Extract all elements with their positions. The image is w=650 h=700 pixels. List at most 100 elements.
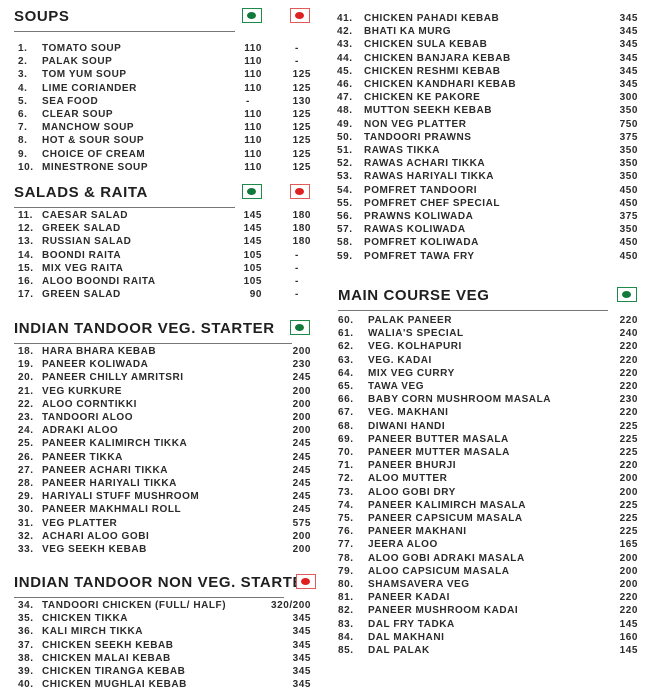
- item-name: VEG. MAKHANI: [368, 407, 449, 419]
- item-price: 245: [292, 372, 311, 384]
- veg-price: 110: [244, 148, 262, 160]
- item-number: 34.: [18, 600, 34, 611]
- item-number: 71.: [338, 460, 354, 472]
- section-title: MAIN COURSE VEG: [338, 287, 490, 304]
- item-name: ALOO BOONDI RAITA: [42, 276, 156, 287]
- item-name: CHICKEN BANJARA KEBAB: [364, 52, 511, 64]
- item-number: 17.: [18, 289, 34, 301]
- nonveg-dot-icon: [295, 11, 304, 19]
- item-price: 220: [619, 341, 638, 353]
- veg-price: -: [246, 95, 250, 107]
- item-name: PANEER KALIMIRCH MASALA: [368, 499, 527, 511]
- section-title: INDIAN TANDOOR NON VEG. STARTER: [14, 574, 315, 591]
- item-number: 1.: [18, 43, 28, 54]
- item-name: RUSSIAN SALAD: [42, 236, 132, 248]
- item-price: 220: [619, 381, 638, 392]
- item-price: 165: [619, 539, 638, 551]
- item-number: 14.: [18, 249, 34, 261]
- item-number: 62.: [338, 341, 354, 353]
- item-name: CHICKEN MALAI KEBAB: [42, 652, 171, 664]
- item-number: 73.: [338, 486, 354, 498]
- item-name: VEG PLATTER: [42, 517, 118, 529]
- item-number: 68.: [338, 420, 354, 432]
- item-price: 245: [292, 464, 311, 476]
- item-price: 750: [619, 118, 638, 130]
- item-name: ACHARI ALOO GOBI: [42, 530, 150, 542]
- item-name: PANEER ACHARI TIKKA: [42, 464, 169, 476]
- item-number: 76.: [338, 526, 354, 538]
- item-name: SEA FOOD: [42, 95, 99, 107]
- item-number: 45.: [337, 65, 353, 77]
- item-name: PANEER MAKHANI: [368, 526, 467, 538]
- nonveg-price: -: [295, 289, 299, 301]
- item-number: 70.: [338, 447, 354, 458]
- item-name: PANEER BHURJI: [368, 460, 457, 472]
- item-price: 450: [619, 184, 638, 196]
- item-number: 82.: [338, 605, 354, 617]
- item-name: PANEER KADAI: [368, 592, 450, 604]
- nonveg-symbol-icon: [296, 574, 316, 589]
- veg-price: 110: [244, 135, 262, 147]
- item-name: CHICKEN PAHADI KEBAB: [364, 13, 500, 24]
- item-name: POMFRET TANDOORI: [364, 184, 478, 196]
- veg-price: 145: [243, 223, 262, 235]
- item-name: CAESAR SALAD: [42, 210, 129, 221]
- item-price: 345: [619, 65, 638, 77]
- item-price: 345: [292, 679, 311, 691]
- item-number: 66.: [338, 394, 354, 406]
- item-name: CLEAR SOUP: [42, 109, 114, 120]
- item-price: 375: [619, 131, 638, 143]
- item-name: VEG. KADAI: [368, 354, 432, 366]
- item-name: TAWA VEG: [368, 381, 425, 392]
- item-name: CHICKEN RESHMI KEBAB: [364, 65, 501, 77]
- item-price: 245: [292, 504, 311, 516]
- nonveg-price: -: [295, 56, 299, 68]
- item-name: HARIYALI STUFF MUSHROOM: [42, 491, 200, 503]
- item-price: 245: [292, 451, 311, 463]
- nonveg-dot-icon: [295, 187, 304, 195]
- section-divider: [14, 597, 284, 598]
- item-number: 49.: [337, 118, 353, 130]
- item-name: PALAK PANEER: [368, 315, 453, 326]
- item-price: 225: [619, 420, 638, 432]
- item-price: 350: [619, 145, 638, 156]
- item-number: 58.: [337, 237, 353, 249]
- item-number: 21.: [18, 385, 34, 397]
- veg-dot-icon: [622, 290, 631, 298]
- item-name: PANEER KOLIWADA: [42, 359, 149, 371]
- section-title: SOUPS: [14, 8, 70, 25]
- veg-symbol-icon: [242, 184, 262, 199]
- item-name: RAWAS HARIYALI TIKKA: [364, 171, 495, 183]
- item-name: HARA BHARA KEBAB: [42, 346, 157, 357]
- item-name: KALI MIRCH TIKKA: [42, 626, 144, 638]
- item-price: 220: [619, 315, 638, 326]
- item-name: BHATI KA MURG: [364, 26, 452, 38]
- item-name: ALOO GOBI ADRAKI MASALA: [368, 552, 525, 564]
- item-name: PANEER KALIMIRCH TIKKA: [42, 438, 188, 450]
- item-number: 16.: [18, 276, 34, 287]
- section-title: INDIAN TANDOOR VEG. STARTER: [14, 320, 275, 337]
- item-name: RAWAS ACHARI TIKKA: [364, 158, 486, 170]
- item-name: VEG. KOLHAPURI: [368, 341, 462, 353]
- item-name: TANDOORI CHICKEN (FULL/ HALF): [42, 600, 227, 611]
- item-name: CHICKEN TIKKA: [42, 613, 129, 625]
- item-name: POMFRET CHEF SPECIAL: [364, 197, 501, 209]
- item-number: 74.: [338, 499, 354, 511]
- item-name: PALAK SOUP: [42, 56, 113, 68]
- nonveg-symbol-icon: [290, 8, 310, 23]
- item-name: RAWAS TIKKA: [364, 145, 441, 156]
- item-number: 9.: [18, 148, 28, 160]
- item-number: 50.: [337, 131, 353, 143]
- item-number: 22.: [18, 398, 34, 410]
- veg-price: 110: [244, 69, 262, 81]
- nonveg-price: 125: [292, 161, 311, 173]
- item-price: 220: [619, 460, 638, 472]
- item-number: 64.: [338, 367, 354, 379]
- item-number: 23.: [18, 412, 34, 423]
- item-price: 200: [292, 346, 311, 357]
- item-price: 350: [619, 105, 638, 117]
- veg-price: 105: [243, 276, 262, 287]
- item-price: 200: [619, 565, 638, 577]
- item-name: PRAWNS KOLIWADA: [364, 211, 474, 222]
- veg-price: 145: [243, 236, 262, 248]
